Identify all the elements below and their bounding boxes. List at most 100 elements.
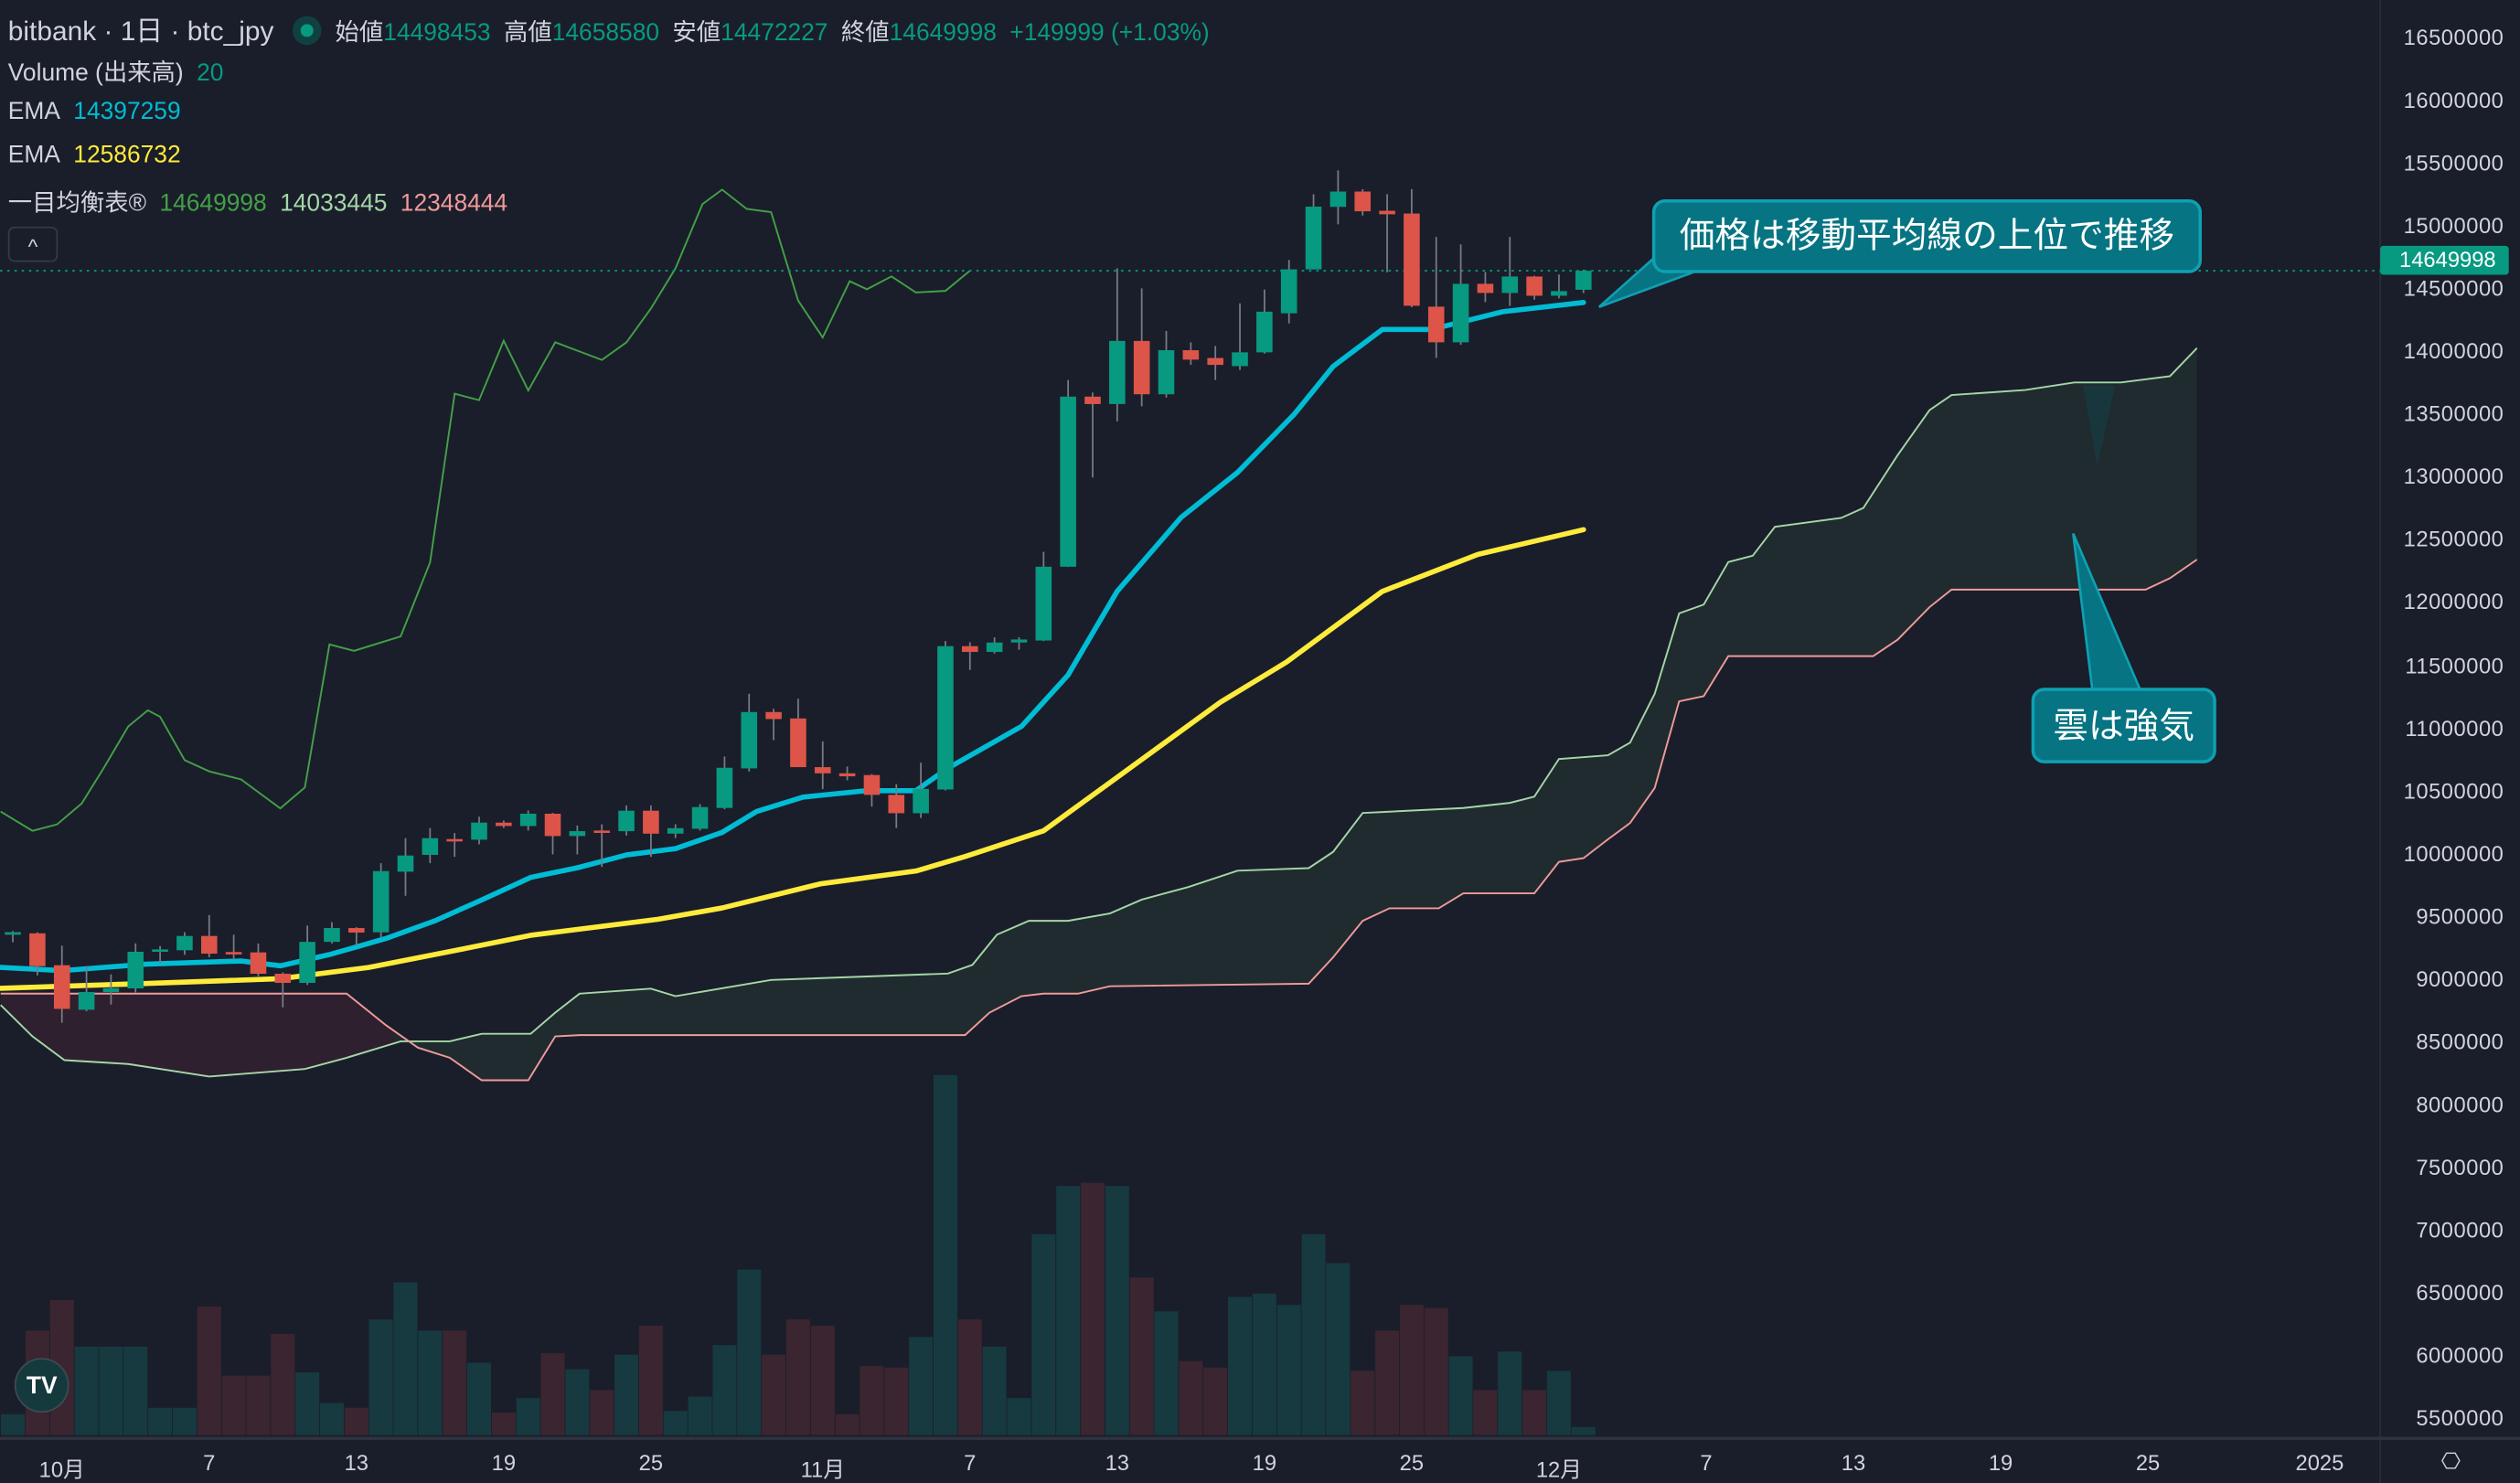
candle-body [299,942,315,984]
price-tick-label: 16500000 [2403,26,2504,50]
volume-bar [1031,1233,1056,1435]
volume-bar [319,1403,344,1435]
volume-bar [491,1412,516,1435]
volume-bar [737,1269,762,1435]
volume-bar [467,1362,492,1435]
price-tick-label: 10000000 [2403,841,2504,866]
settings-icon[interactable]: ⎔ [2433,1448,2469,1478]
volume-bar [1424,1307,1448,1435]
candle-body [569,831,586,837]
ema-slow-legend[interactable]: EMA 12586732 [8,142,187,169]
candle-body [519,813,537,827]
candle [127,943,144,993]
candle-body [888,795,905,814]
open-label: 始値 [335,19,384,47]
candle-body [200,935,218,955]
date-tick-label: 7 [1700,1451,1713,1476]
candle [1305,194,1322,270]
candle [1084,392,1101,478]
candle [496,820,512,828]
symbol-title[interactable]: bitbank · 1日 · btc_jpy [7,16,274,47]
volume-bar [1448,1356,1473,1435]
volume-bar [1154,1311,1179,1435]
candle-body [765,711,782,720]
candle [814,741,831,790]
candle [691,804,709,831]
volume-bar [99,1346,123,1435]
candle [863,774,881,807]
candle-body [1379,210,1395,215]
price-tick-label: 12000000 [2403,590,2504,615]
candle [741,693,758,772]
candle [643,805,659,858]
candle [1010,636,1028,650]
candle-body [814,767,831,774]
volume-bar [835,1414,860,1435]
volume-bar [1351,1371,1375,1435]
date-tick-label: 13 [1105,1451,1130,1476]
candle-body [176,935,193,951]
price-tick-label: 11500000 [2405,653,2504,677]
senkou-span-b-line [0,559,2198,1082]
candle [1280,260,1297,324]
candle [152,945,168,964]
volume-bar [712,1345,737,1435]
price-tick-label: 16000000 [2403,88,2504,113]
tradingview-logo[interactable]: TV [14,1358,69,1413]
volume-bar [1179,1360,1203,1435]
candle-body [937,645,954,790]
ichimoku-legend[interactable]: 一目均衡表® 14649998 14033445 12348444 [8,185,514,219]
callout-price-above-ma: 価格は移動平均線の上位で推移 [1651,198,2202,273]
price-tick-label: 8500000 [2416,1030,2504,1054]
candle-body [1060,396,1076,567]
volume-bar [368,1319,393,1435]
date-tick-label: 11月 [800,1457,845,1482]
volume-bar [1473,1390,1498,1435]
candle-body [863,774,881,795]
candles [5,170,1592,1023]
market-status-icon [293,16,323,46]
candle [838,766,856,781]
price-tick-label: 6000000 [2416,1343,2504,1368]
open-value: 14498453 [383,19,491,47]
volume-bar [590,1390,614,1435]
collapse-legend-button[interactable]: ^ [7,226,59,262]
indicator-lines [0,188,2198,1082]
volume-legend[interactable]: Volume (出来高) 20 [8,55,230,89]
candle [1133,288,1150,407]
candle-body [1354,191,1372,212]
date-tick-label: 13 [344,1451,368,1476]
candle [348,927,365,946]
date-tick-label: 25 [638,1451,664,1476]
candle [569,825,586,855]
volume-bar [1007,1398,1031,1435]
ema-fast-value: 14397259 [73,98,181,126]
candle-body [1280,269,1297,314]
volume-bar [933,1074,957,1435]
symbol-legend[interactable]: bitbank · 1日 · btc_jpy 始値14498453 高値1465… [8,8,1216,48]
volume-bars [1,1074,1596,1435]
settings-glyph: ⎔ [2440,1447,2461,1474]
candle-body [1305,206,1322,270]
senkou-span-a-line [0,347,2198,1078]
volume-bar [1105,1186,1129,1435]
logo-text: TV [26,1372,58,1400]
candle [716,756,733,810]
volume-bar [614,1354,639,1435]
cloud-fill-bullish [393,347,2197,1081]
candle-body [593,830,610,834]
candle [1035,551,1052,642]
candle [790,699,806,768]
candle-body [29,933,46,966]
candle [176,932,193,955]
candle-body [1551,291,1567,296]
price-tick-label: 9500000 [2416,904,2504,929]
chikou-span-line [0,188,971,832]
candle [593,824,610,868]
ema-fast-legend[interactable]: EMA 14397259 [8,98,187,125]
candle-body [1256,311,1273,353]
candle-body [422,838,439,856]
candle-body [1526,276,1543,296]
